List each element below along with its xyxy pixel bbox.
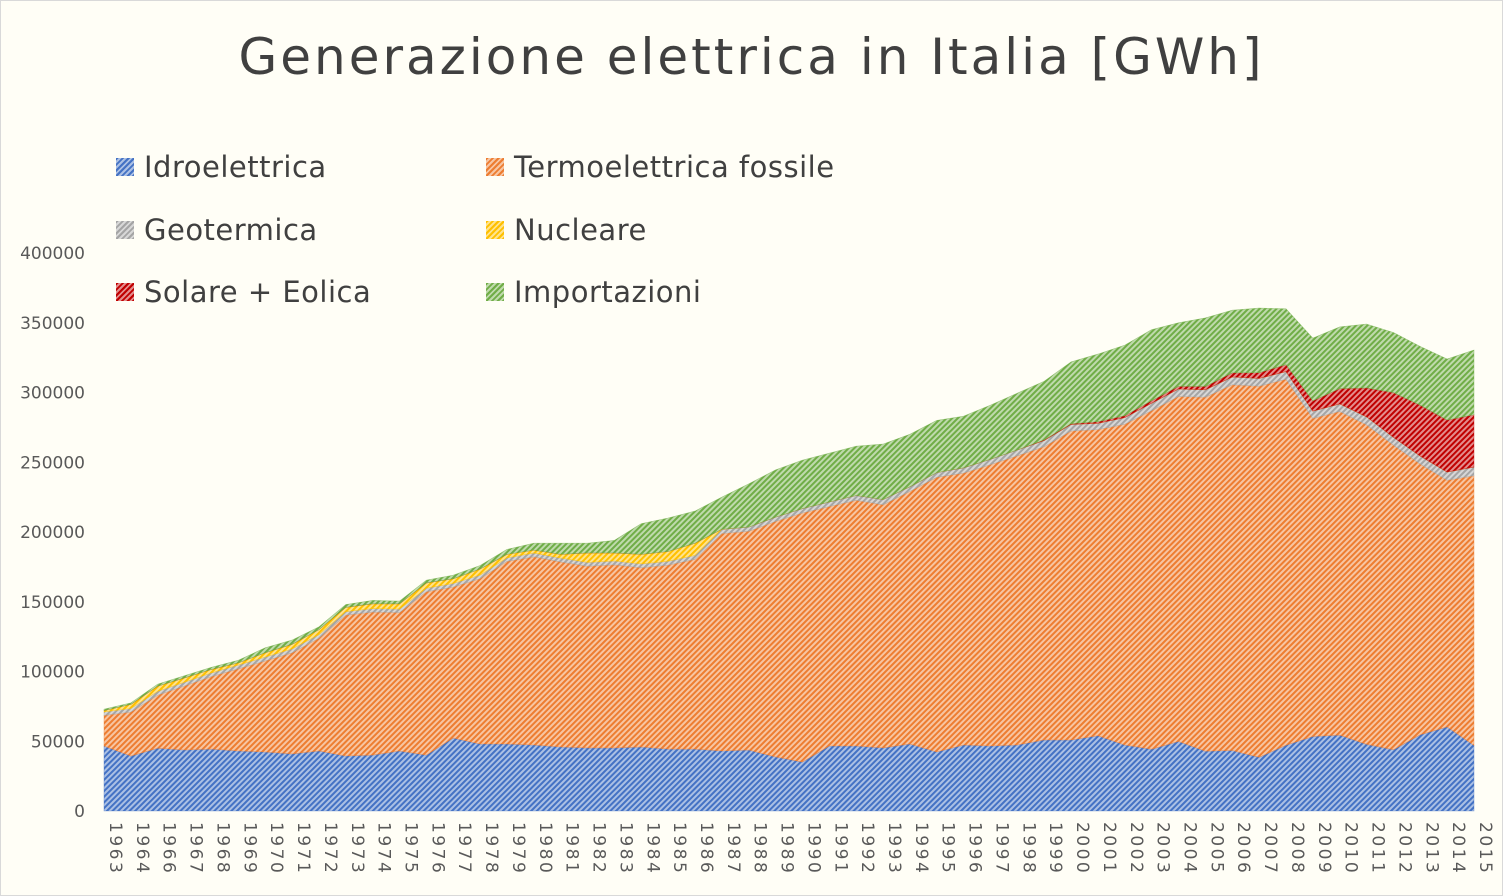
x-tick-label: 1982 — [589, 822, 609, 875]
x-tick-label: 1964 — [132, 822, 152, 875]
legend-item: Idroelettrica — [116, 150, 327, 184]
x-tick-label: 1990 — [803, 822, 823, 875]
x-tick-label: 1987 — [723, 822, 743, 875]
x-tick-label: 1996 — [965, 822, 985, 875]
legend-item: Solare + Eolica — [116, 275, 371, 309]
x-tick-label: 1984 — [642, 822, 662, 875]
legend-swatch — [116, 220, 134, 239]
legend-label: Idroelettrica — [144, 150, 327, 184]
x-tick-label: 1966 — [159, 822, 179, 875]
y-tick-label: 50000 — [31, 732, 85, 752]
x-tick-label: 2008 — [1287, 822, 1307, 875]
legend-item: Importazioni — [486, 275, 701, 309]
legend-item: Nucleare — [486, 213, 647, 247]
x-tick-label: 1995 — [938, 822, 958, 875]
x-tick-label: 1979 — [508, 822, 528, 875]
x-tick-label: 1980 — [535, 822, 555, 875]
legend-label: Solare + Eolica — [144, 275, 372, 309]
x-tick-label: 2005 — [1206, 822, 1226, 875]
x-tick-label: 1975 — [400, 822, 420, 875]
x-tick-label: 2007 — [1260, 822, 1280, 875]
x-tick-label: 1988 — [750, 822, 770, 875]
x-tick-label: 1997 — [991, 822, 1011, 875]
x-tick-label: 1978 — [481, 822, 501, 875]
x-tick-label: 1993 — [884, 822, 904, 875]
x-tick-label: 2001 — [1099, 822, 1119, 875]
x-tick-label: 1983 — [615, 822, 635, 875]
legend-label: Geotermica — [144, 212, 318, 247]
x-tick-label: 1967 — [186, 822, 206, 875]
x-tick-label: 1994 — [911, 822, 931, 875]
x-tick-label: 1999 — [1045, 822, 1065, 875]
x-tick-label: 2012 — [1394, 822, 1414, 875]
x-tick-label: 1991 — [830, 822, 850, 875]
area-termoelettrica-fossile — [103, 378, 1475, 763]
x-tick-label: 1969 — [239, 822, 259, 875]
x-tick-label: 1963 — [105, 822, 125, 875]
x-tick-label: 2013 — [1421, 822, 1441, 875]
x-tick-label: 1971 — [293, 822, 313, 875]
x-tick-label: 1968 — [212, 822, 232, 875]
legend-swatch — [486, 283, 504, 301]
y-tick-label: 0 — [74, 802, 85, 822]
x-tick-label: 2004 — [1180, 822, 1200, 875]
y-tick-label: 250000 — [20, 453, 85, 473]
x-tick-label: 2006 — [1233, 822, 1253, 875]
x-tick-label: 1974 — [374, 822, 394, 875]
y-tick-label: 200000 — [20, 523, 85, 543]
x-tick-label: 2002 — [1126, 822, 1146, 875]
y-tick-label: 350000 — [20, 314, 85, 334]
x-tick-label: 1977 — [454, 822, 474, 875]
x-tick-label: 1981 — [562, 822, 582, 875]
x-tick-label: 1970 — [266, 822, 286, 875]
x-tick-label: 1985 — [669, 822, 689, 875]
chart-title: Generazione elettrica in Italia [GWh] — [238, 28, 1265, 86]
x-tick-label: 2010 — [1341, 822, 1361, 875]
legend-swatch — [486, 220, 504, 239]
x-tick-label: 1972 — [320, 822, 340, 875]
x-tick-label: 1986 — [696, 822, 716, 875]
legend-swatch — [116, 158, 134, 176]
x-tick-label: 1998 — [1018, 822, 1038, 875]
legend-label: Nucleare — [514, 212, 647, 247]
legend-label: Termoelettrica fossile — [514, 150, 835, 184]
y-tick-label: 300000 — [20, 384, 85, 404]
y-tick-label: 150000 — [20, 593, 85, 613]
y-tick-label: 400000 — [20, 244, 85, 264]
x-tick-label: 1992 — [857, 822, 877, 875]
legend-swatch — [116, 283, 134, 301]
x-tick-label: 2011 — [1368, 822, 1388, 875]
area-importazioni — [103, 307, 1475, 711]
x-tick-label: 1973 — [347, 822, 367, 875]
x-tick-label: 2003 — [1153, 822, 1173, 875]
x-tick-label: 2000 — [1072, 822, 1092, 875]
y-tick-label: 100000 — [20, 663, 85, 683]
x-tick-label: 1989 — [777, 822, 797, 875]
legend-item: Termoelettrica fossile — [486, 150, 835, 184]
x-tick-label: 2015 — [1475, 822, 1495, 875]
x-tick-label: 2014 — [1448, 822, 1468, 875]
legend-label: Importazioni — [514, 275, 702, 309]
legend-swatch — [486, 158, 504, 176]
x-tick-label: 2009 — [1314, 822, 1334, 875]
x-tick-label: 1976 — [427, 822, 447, 875]
legend-item: Geotermica — [116, 213, 318, 247]
